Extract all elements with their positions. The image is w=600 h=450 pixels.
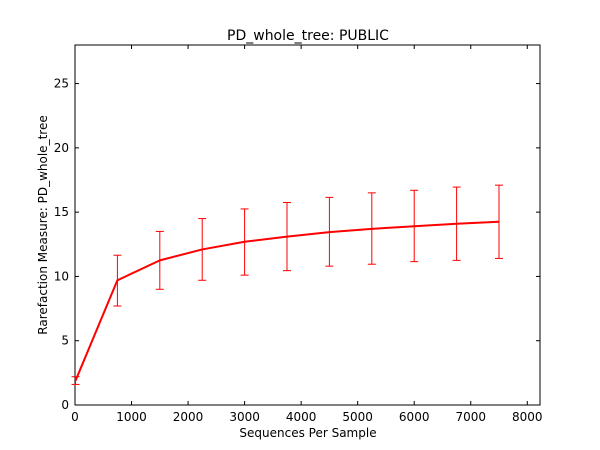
x-axis-label: Sequences Per Sample [239,426,376,440]
x-tick-label: 2000 [173,410,204,424]
y-tick-label: 10 [54,269,69,283]
plot-frame [74,44,541,406]
y-tick-label: 20 [54,141,69,155]
y-tick-label: 15 [54,205,69,219]
plot-area: 0 1000 2000 3000 4000 5000 6000 7000 8000 0 5 10 15 2… [54,44,543,424]
x-tick-label: 8000 [512,410,543,424]
x-tick-label: 5000 [342,410,373,424]
x-tick-label: 7000 [455,410,486,424]
y-tick-label: 25 [54,77,69,91]
chart-title: PD_whole_tree: PUBLIC [227,28,389,44]
series-line [74,220,500,381]
x-tick-label: 6000 [399,410,430,424]
y-axis-label: Rarefaction Measure: PD_whole_tree [36,115,50,334]
x-tick-label: 4000 [286,410,317,424]
x-tick-label: 1000 [116,410,147,424]
x-tick-label: 3000 [229,410,260,424]
y-tick-label: 5 [61,334,69,348]
x-tick-label: 0 [71,410,79,424]
y-tick-label: 0 [61,398,69,412]
